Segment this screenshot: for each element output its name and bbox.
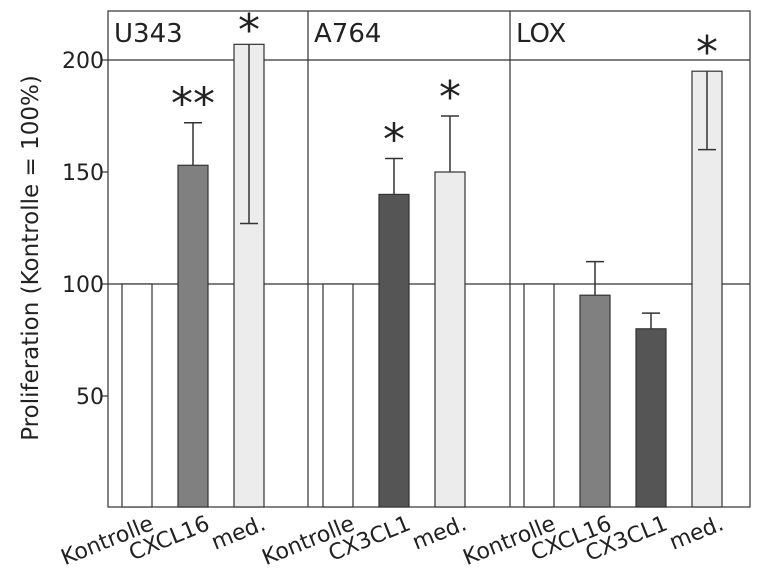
bar-Kontrolle	[523, 283, 555, 508]
significance-marker: *	[383, 115, 405, 166]
y-tick-label: 150	[62, 161, 104, 186]
significance-marker: *	[238, 5, 260, 56]
bar-Kontrolle	[322, 283, 354, 508]
bar-med.	[434, 171, 466, 508]
bar-CX3CL1	[635, 328, 667, 508]
y-tick-label: 200	[62, 49, 104, 74]
significance-markers: ******	[171, 5, 718, 166]
panel-labels: U343 A764 LOX	[114, 19, 566, 49]
bars	[121, 43, 723, 508]
bar-CXCL16	[177, 164, 209, 508]
x-category-label: med.	[666, 511, 727, 555]
bar-Kontrolle	[121, 283, 153, 508]
bar-CX3CL1	[378, 193, 410, 508]
reference-lines	[108, 59, 750, 285]
panel-label: A764	[314, 19, 381, 49]
y-tick-label: 50	[76, 385, 104, 410]
error-bars	[184, 44, 716, 329]
panel-label: LOX	[516, 19, 566, 49]
y-tick-label: 100	[62, 273, 104, 298]
y-axis-label: Proliferation (Kontrolle = 100%)	[18, 75, 44, 441]
x-axis-category-labels: KontrolleCXCL16med.KontrolleCX3CL1med.Ko…	[58, 511, 727, 571]
significance-marker: *	[439, 72, 461, 123]
panel-dividers	[307, 11, 511, 507]
significance-marker: *	[696, 27, 718, 78]
bar-CXCL16	[579, 294, 611, 508]
y-axis-ticks: 50 100 150 200	[62, 49, 108, 410]
significance-marker: **	[171, 79, 215, 130]
panel-label: U343	[114, 19, 183, 49]
